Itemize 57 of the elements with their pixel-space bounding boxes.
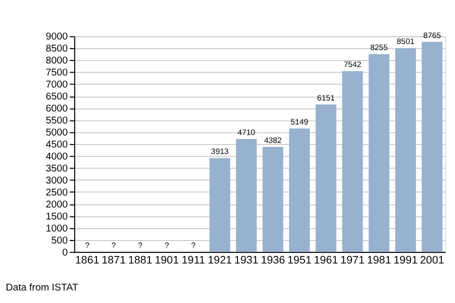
text: ?: [191, 240, 196, 250]
data-label: 3913: [211, 147, 230, 156]
y-tick-label: 2000: [46, 199, 68, 210]
bar: [236, 139, 257, 252]
x-tick-label: 1911: [182, 254, 206, 266]
bar: [422, 42, 442, 252]
x-tick-label: 1881: [128, 254, 152, 266]
x-tick-label: 1936: [260, 254, 286, 266]
y-tick-label: 9000: [46, 32, 68, 43]
bar: [395, 48, 416, 252]
data-label: 8255: [370, 43, 388, 52]
data-label: 7542: [344, 60, 362, 70]
x-tick-label: 1961: [314, 254, 338, 266]
y-tick-label: 1500: [46, 211, 68, 222]
bar: [210, 158, 230, 252]
y-tick-label: 2500: [46, 187, 68, 198]
y-tick-label: 4500: [46, 140, 68, 151]
y-tick-label: 4000: [46, 152, 68, 162]
y-tick-label: 8000: [46, 56, 68, 67]
text: ?: [112, 240, 116, 250]
x-tick-label: 2001: [420, 254, 444, 266]
text: ?: [84, 240, 90, 250]
y-tick-label: 5000: [46, 128, 68, 139]
x-tick-label: 1991: [393, 254, 418, 266]
y-tick-label: 7500: [46, 68, 68, 79]
text: ?: [164, 240, 169, 250]
bar: [289, 128, 310, 252]
x-tick-label: 1871: [102, 254, 126, 266]
text: ?: [138, 240, 142, 250]
y-tick-label: 8500: [46, 44, 68, 55]
data-label: 5149: [290, 118, 309, 127]
y-tick-label: 0: [62, 247, 68, 258]
x-tick-label: 1931: [234, 254, 258, 266]
x-tick-label: 1861: [75, 254, 100, 266]
bar: [262, 146, 284, 252]
y-tick-label: 7000: [46, 80, 68, 91]
data-label: 4710: [238, 128, 256, 138]
y-tick-label: 3500: [46, 163, 68, 174]
bar: [316, 104, 336, 252]
bar: [368, 54, 390, 252]
y-tick-label: 6000: [46, 104, 68, 115]
y-tick-label: 1000: [46, 223, 68, 234]
y-tick-label: 5500: [46, 116, 68, 127]
data-label: 8765: [423, 30, 442, 40]
bar: [342, 71, 363, 252]
x-tick-label: 1951: [287, 254, 312, 266]
y-tick-label: 3000: [46, 175, 68, 186]
x-tick-label: 1971: [340, 254, 365, 266]
y-tick-label: 6500: [46, 92, 68, 103]
data-label: 8501: [396, 37, 415, 46]
data-label: 4382: [264, 136, 282, 145]
x-tick-label: 1901: [154, 254, 179, 266]
text: Data from ISTAT: [6, 282, 78, 294]
data-label: 6151: [317, 94, 336, 103]
y-tick-label: 500: [51, 235, 68, 246]
x-tick-label: 1921: [208, 254, 232, 266]
x-tick-label: 1981: [366, 254, 392, 266]
